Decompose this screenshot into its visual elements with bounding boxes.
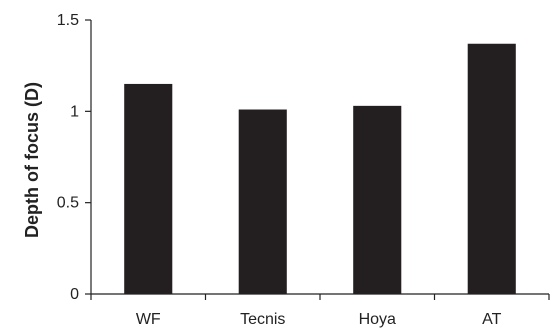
x-tick-label: AT [482,311,501,328]
x-tick-label: Hoya [359,311,396,328]
bar-tecnis [238,109,287,294]
y-tick-label: 1 [70,103,79,120]
y-axis-title: Depth of focus (D) [22,82,42,238]
y-axis: 0 0.5 1 1.5 [57,12,92,303]
bar-wf [124,83,173,294]
y-tick-label: 0 [70,286,79,303]
x-tick-label: Tecnis [240,311,285,328]
y-tick-label: 1.5 [57,12,79,29]
bar-at [467,43,516,294]
bar-hoya [353,105,402,294]
x-axis: WF Tecnis Hoya AT [90,293,550,328]
bars-group [124,43,516,294]
x-tick-label: WF [136,311,161,328]
y-tick-label: 0.5 [57,195,79,212]
